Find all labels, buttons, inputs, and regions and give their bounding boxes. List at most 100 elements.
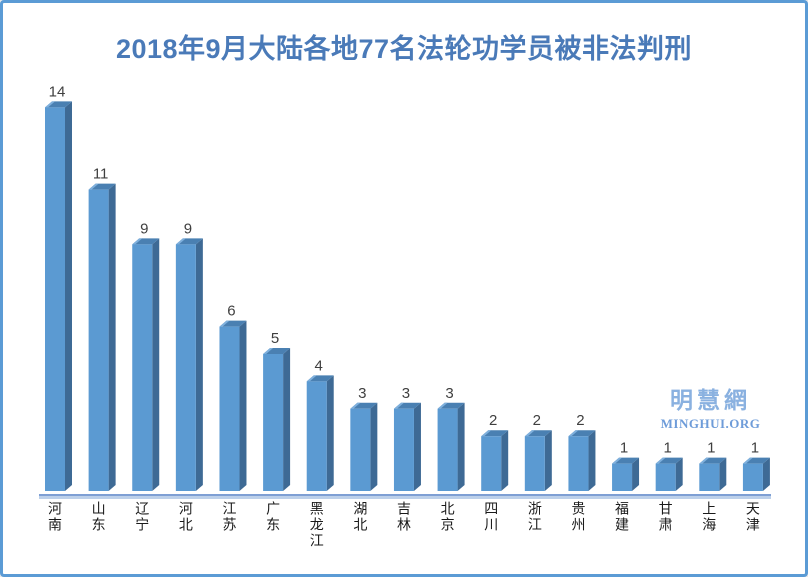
category-label: 河北 (177, 501, 194, 533)
bar-face (239, 320, 247, 491)
bar-face (699, 463, 720, 491)
value-label: 9 (184, 220, 192, 237)
category-label: 河南 (47, 501, 63, 533)
category-label: 北京 (439, 501, 456, 533)
value-label: 3 (358, 385, 366, 402)
bar-face (501, 430, 509, 491)
watermark-latin: MINGHUI.ORG (660, 416, 761, 431)
bar-face (219, 320, 230, 327)
value-label: 1 (751, 440, 759, 457)
bar (88, 183, 116, 491)
bar (45, 101, 72, 492)
bar-face (524, 436, 545, 491)
bar-face (655, 463, 676, 491)
chart-title: 2018年9月大陆各地77名法轮功学员被非法判刑 (115, 34, 693, 64)
bar-face (263, 348, 274, 354)
bar-face (195, 238, 203, 491)
bar-face (132, 244, 153, 491)
bar-face (437, 402, 448, 409)
bar-face (88, 189, 109, 491)
bar-face (108, 183, 116, 491)
category-label: 浙江 (526, 501, 543, 533)
bar (699, 457, 727, 491)
bar (524, 430, 552, 491)
category-label: 四川 (483, 501, 500, 533)
bar (568, 430, 596, 491)
value-label: 5 (271, 330, 279, 347)
category-label: 贵州 (570, 501, 587, 533)
value-label: 9 (140, 220, 148, 237)
bar-face (152, 238, 160, 491)
bar-face (219, 326, 240, 491)
value-label: 1 (620, 440, 628, 457)
value-label: 2 (533, 412, 541, 429)
bar-face (742, 463, 763, 491)
bar-face (568, 436, 589, 491)
bar-face (568, 430, 579, 437)
bar-face (742, 457, 753, 464)
bar-face (350, 402, 361, 409)
category-label: 广东 (265, 501, 282, 533)
bar-face (45, 101, 55, 108)
bar (132, 238, 160, 491)
value-label: 2 (576, 412, 584, 429)
value-label: 11 (93, 166, 109, 183)
value-label: 2 (489, 412, 497, 429)
value-label: 1 (707, 440, 715, 457)
value-label: 4 (315, 357, 323, 374)
bar-face (370, 402, 378, 491)
bar (306, 375, 334, 491)
bar-face (45, 107, 65, 492)
bar-face (65, 101, 72, 492)
bar (437, 402, 465, 491)
category-label: 吉林 (395, 501, 412, 533)
bar-face (175, 238, 186, 245)
bar (481, 430, 509, 491)
bar-face (283, 348, 291, 491)
category-label: 甘肃 (657, 501, 674, 533)
bar-face (393, 402, 404, 409)
bar-face (306, 375, 317, 382)
bar-face (437, 408, 458, 491)
bar-face (588, 430, 596, 491)
bar-face (481, 436, 502, 491)
value-label: 14 (49, 83, 66, 100)
value-label: 6 (227, 303, 235, 320)
bar-face (326, 375, 334, 491)
bar-face (675, 457, 683, 491)
bar (393, 402, 421, 491)
category-label: 天津 (744, 501, 761, 533)
category-label: 黑龙江 (308, 501, 325, 549)
bar (219, 320, 247, 491)
category-label: 上海 (701, 501, 718, 533)
category-label: 江苏 (221, 501, 238, 533)
category-label: 辽宁 (134, 501, 151, 533)
bar-face (612, 463, 633, 491)
bar (175, 238, 203, 491)
bar (263, 348, 291, 491)
bar-face (306, 381, 327, 491)
value-label: 3 (445, 385, 453, 402)
bar-face (762, 457, 770, 491)
x-axis-line (39, 494, 771, 499)
bar (742, 457, 770, 491)
bar-face (393, 408, 414, 491)
bar-face (132, 238, 143, 245)
category-label: 山东 (90, 501, 107, 533)
bar-face (350, 408, 371, 491)
value-label: 3 (402, 385, 410, 402)
bar-face (175, 244, 196, 491)
category-label: 湖北 (352, 501, 369, 533)
bar-face (88, 183, 99, 190)
bar-face (481, 430, 492, 437)
bar-face (263, 354, 284, 491)
bar (655, 457, 683, 491)
bar-face (632, 457, 640, 491)
bar-face (413, 402, 421, 491)
bar (350, 402, 378, 491)
bar-face (457, 402, 465, 491)
bar-face (524, 430, 535, 437)
value-label: 1 (664, 440, 672, 457)
